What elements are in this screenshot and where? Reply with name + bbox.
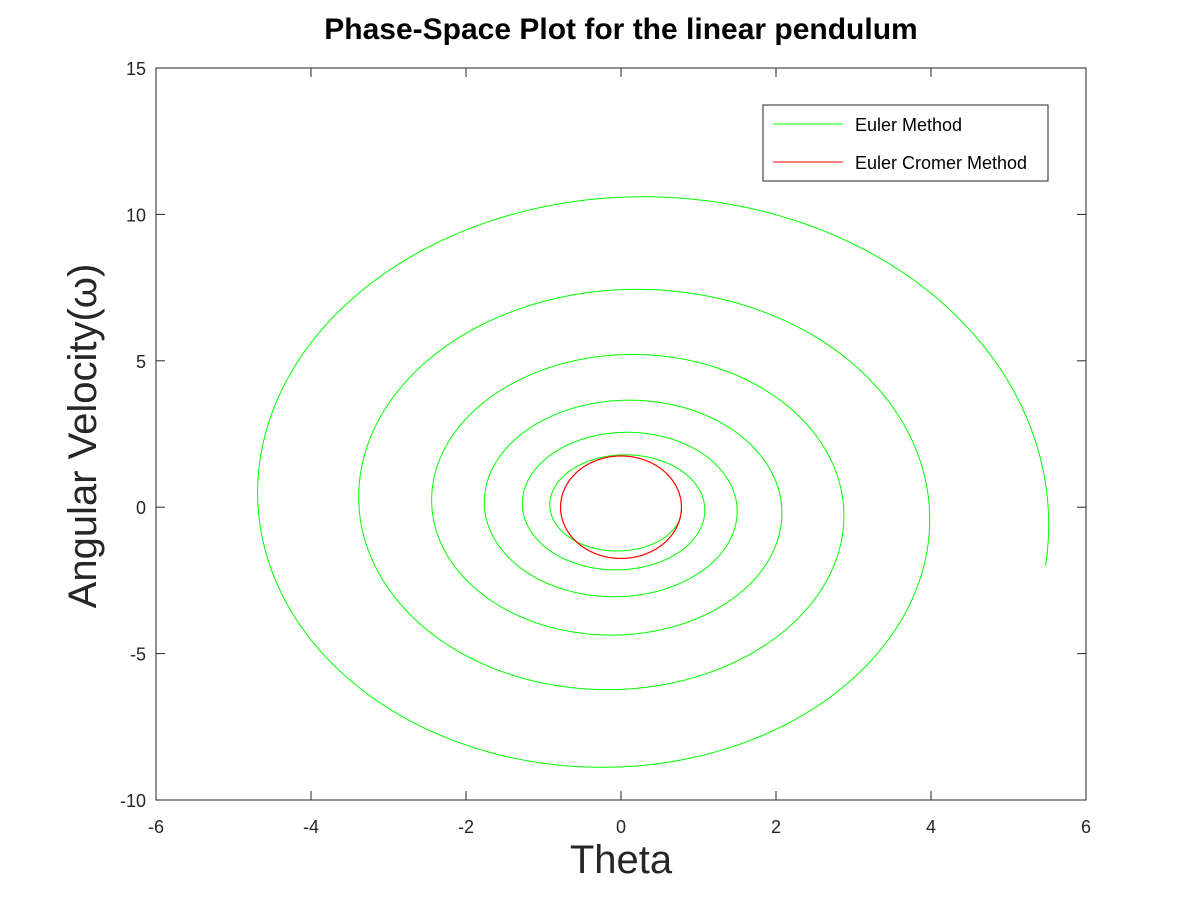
y-tick-label: 5	[136, 352, 146, 372]
series-euler-method-line	[257, 196, 1050, 768]
y-axis-label: Angular Velocity(ω)	[61, 264, 105, 609]
ticks	[155, 67, 1087, 801]
x-tick-label: -4	[303, 817, 319, 837]
y-tick-label: 15	[126, 59, 146, 79]
x-tick-label: 6	[1081, 817, 1091, 837]
x-tick-label: 2	[771, 817, 781, 837]
y-tick-label: -5	[130, 645, 146, 665]
legend: Euler Method Euler Cromer Method	[762, 104, 1049, 182]
y-tick-labels: -10 -5 0 5 10 15	[120, 59, 146, 811]
series	[257, 196, 1050, 768]
y-tick-label: -10	[120, 791, 146, 811]
y-tick-label: 0	[136, 498, 146, 518]
x-tick-label: 0	[616, 817, 626, 837]
y-tick-label: 10	[126, 205, 146, 225]
x-axis-label: Theta	[570, 838, 673, 882]
legend-box	[762, 104, 1049, 182]
chart-title: Phase-Space Plot for the linear pendulum	[324, 13, 917, 46]
series-euler-cromer-method-line	[559, 455, 683, 560]
legend-label-euler-method: Euler Method	[855, 115, 962, 135]
x-tick-label: -2	[458, 817, 474, 837]
x-tick-label: -6	[148, 817, 164, 837]
x-tick-label: 4	[926, 817, 936, 837]
legend-label-euler-cromer-method: Euler Cromer Method	[855, 153, 1027, 173]
x-tick-labels: -6 -4 -2 0 2 4 6	[148, 817, 1091, 837]
